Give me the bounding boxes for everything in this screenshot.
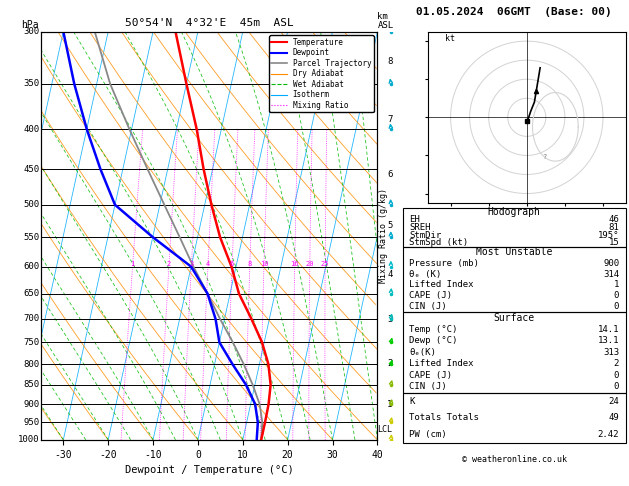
Text: km
ASL: km ASL xyxy=(377,12,394,30)
Text: 4: 4 xyxy=(206,260,210,267)
Text: Lifted Index: Lifted Index xyxy=(409,360,474,368)
Text: 14.1: 14.1 xyxy=(598,325,619,334)
Text: 2: 2 xyxy=(167,260,171,267)
Text: CAPE (J): CAPE (J) xyxy=(409,292,452,300)
Text: 300: 300 xyxy=(23,27,39,36)
Text: 3: 3 xyxy=(189,260,194,267)
Text: 900: 900 xyxy=(603,259,619,268)
Text: SREH: SREH xyxy=(409,223,431,232)
Text: © weatheronline.co.uk: © weatheronline.co.uk xyxy=(462,455,567,465)
Text: 0: 0 xyxy=(614,371,619,380)
Text: Mixing Ratio (g/kg): Mixing Ratio (g/kg) xyxy=(379,188,388,283)
Text: 01.05.2024  06GMT  (Base: 00): 01.05.2024 06GMT (Base: 00) xyxy=(416,7,612,17)
Text: 49: 49 xyxy=(608,413,619,422)
Text: 0: 0 xyxy=(614,382,619,391)
Text: CIN (J): CIN (J) xyxy=(409,382,447,391)
Text: K: K xyxy=(409,397,415,405)
Text: 850: 850 xyxy=(23,380,39,389)
Text: 10: 10 xyxy=(260,260,268,267)
Text: 1000: 1000 xyxy=(18,435,39,444)
Text: 15: 15 xyxy=(608,239,619,247)
Text: StmDir: StmDir xyxy=(409,231,442,240)
Text: 8: 8 xyxy=(248,260,252,267)
Text: Totals Totals: Totals Totals xyxy=(409,413,479,422)
Text: 350: 350 xyxy=(23,79,39,88)
Text: 2.42: 2.42 xyxy=(598,430,619,439)
Text: 950: 950 xyxy=(23,418,39,427)
Text: Most Unstable: Most Unstable xyxy=(476,247,552,257)
Text: 46: 46 xyxy=(608,215,619,224)
Text: 6: 6 xyxy=(230,260,234,267)
Text: θₑ(K): θₑ(K) xyxy=(409,348,436,357)
Text: 25: 25 xyxy=(321,260,330,267)
Text: ?: ? xyxy=(542,154,546,160)
Text: EH: EH xyxy=(409,215,420,224)
Text: 81: 81 xyxy=(608,223,619,232)
Text: 0: 0 xyxy=(614,292,619,300)
Title: 50°54'N  4°32'E  45m  ASL: 50°54'N 4°32'E 45m ASL xyxy=(125,18,294,28)
Text: Temp (°C): Temp (°C) xyxy=(409,325,458,334)
Text: 800: 800 xyxy=(23,360,39,369)
Text: 750: 750 xyxy=(23,338,39,347)
Legend: Temperature, Dewpoint, Parcel Trajectory, Dry Adiabat, Wet Adiabat, Isotherm, Mi: Temperature, Dewpoint, Parcel Trajectory… xyxy=(269,35,374,112)
Text: Surface: Surface xyxy=(494,313,535,323)
Text: 24: 24 xyxy=(608,397,619,405)
Text: 2: 2 xyxy=(614,360,619,368)
Text: 450: 450 xyxy=(23,165,39,174)
X-axis label: Dewpoint / Temperature (°C): Dewpoint / Temperature (°C) xyxy=(125,465,294,475)
Text: 0: 0 xyxy=(614,302,619,311)
Text: 650: 650 xyxy=(23,289,39,298)
Text: 600: 600 xyxy=(23,262,39,271)
Text: Pressure (mb): Pressure (mb) xyxy=(409,259,479,268)
Text: kt: kt xyxy=(445,34,455,43)
Text: StmSpd (kt): StmSpd (kt) xyxy=(409,239,469,247)
Text: θₑ (K): θₑ (K) xyxy=(409,270,442,278)
Text: 700: 700 xyxy=(23,314,39,323)
Text: CIN (J): CIN (J) xyxy=(409,302,447,311)
Text: 550: 550 xyxy=(23,233,39,242)
Text: 13.1: 13.1 xyxy=(598,336,619,346)
Text: hPa: hPa xyxy=(21,19,39,30)
Text: 313: 313 xyxy=(603,348,619,357)
Text: CAPE (J): CAPE (J) xyxy=(409,371,452,380)
Text: 1: 1 xyxy=(130,260,135,267)
Text: Hodograph: Hodograph xyxy=(487,207,541,217)
Text: 500: 500 xyxy=(23,200,39,209)
Text: 195°: 195° xyxy=(598,231,619,240)
Text: LCL: LCL xyxy=(377,425,392,434)
Text: 1: 1 xyxy=(614,280,619,290)
Text: 900: 900 xyxy=(23,399,39,409)
Text: 16: 16 xyxy=(291,260,299,267)
Text: 400: 400 xyxy=(23,124,39,134)
Text: Dewp (°C): Dewp (°C) xyxy=(409,336,458,346)
Text: 314: 314 xyxy=(603,270,619,278)
Text: PW (cm): PW (cm) xyxy=(409,430,447,439)
Text: Lifted Index: Lifted Index xyxy=(409,280,474,290)
Text: 20: 20 xyxy=(306,260,314,267)
